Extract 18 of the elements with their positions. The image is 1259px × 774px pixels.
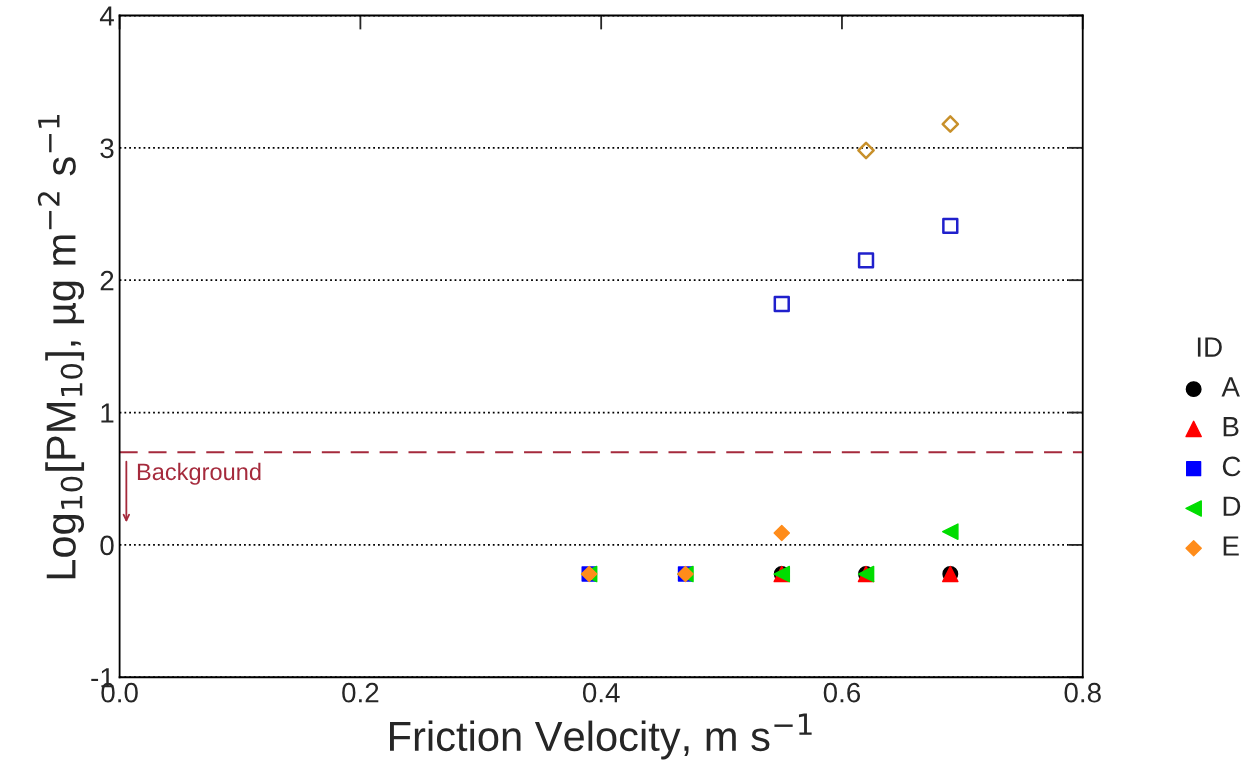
y-tick-label: 2 <box>100 270 114 291</box>
y-axis-title: Log$_{10}$[PM$_{10}$], µg m$^{−2}$ s$^{−1}$ <box>37 115 85 579</box>
y-tick-label: 3 <box>100 138 114 159</box>
legend-label: C <box>1222 456 1241 477</box>
legend-label: D <box>1223 496 1241 516</box>
legend-label: E <box>1223 536 1239 556</box>
y-tick-label: 0 <box>100 535 114 556</box>
legend-label: A <box>1221 377 1240 397</box>
y-tick-label: 1 <box>101 403 114 423</box>
x-axis-title: Friction Velocity, m s$^{−1}$ <box>390 713 812 760</box>
legend-title: ID <box>1197 337 1222 357</box>
x-tick-label: 0.2 <box>342 682 379 703</box>
x-tick-label: 0.6 <box>823 682 861 703</box>
x-tick-label: 0.4 <box>582 682 620 703</box>
legend-label: B <box>1223 417 1239 437</box>
ref-line-label: Background <box>137 462 261 485</box>
x-tick-label: 0.8 <box>1064 682 1101 703</box>
y-tick-label: 4 <box>99 6 114 26</box>
